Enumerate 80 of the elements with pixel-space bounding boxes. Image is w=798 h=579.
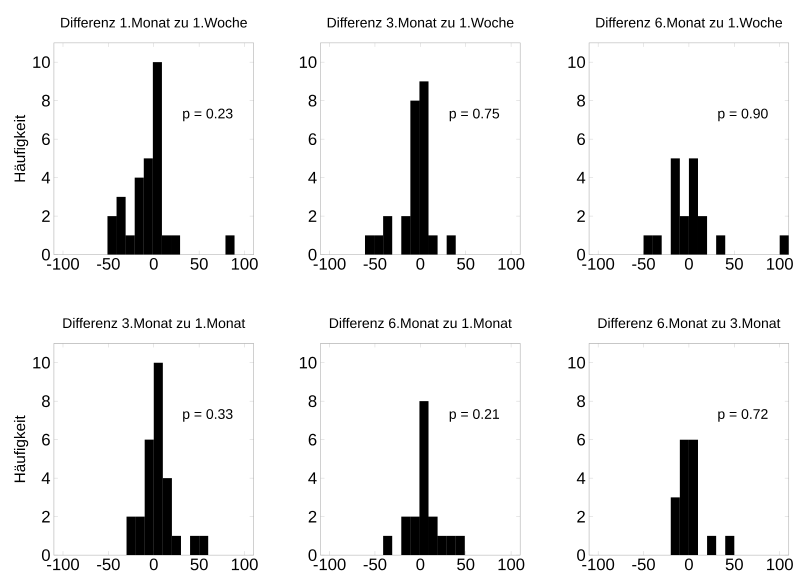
x-tick-label: 100 <box>232 558 258 570</box>
x-tick-label: 0 <box>684 558 693 570</box>
x-tick-label: 100 <box>767 558 793 570</box>
x-tick-label: 50 <box>457 258 474 270</box>
x-tick-label: -50 <box>364 558 386 570</box>
x-tick-label: -50 <box>632 258 655 270</box>
annotation: p = 0.72 <box>718 409 768 422</box>
y-tick-label: 8 <box>308 395 316 408</box>
x-tick-label: -50 <box>632 558 655 570</box>
chart-title: Differenz 6.Monat zu 3.Monat <box>598 318 780 328</box>
y-tick-label: 2 <box>42 510 50 522</box>
y-axis-title: Häufigkeit <box>14 114 28 182</box>
y-tick-label: 4 <box>308 172 317 184</box>
y-tick-label: 4 <box>576 172 586 184</box>
y-tick-label: 2 <box>577 210 585 222</box>
y-tick-label: 6 <box>42 133 50 145</box>
annotation: p = 0.90 <box>718 108 768 122</box>
chart-title: Differenz 1.Monat zu 1.Woche <box>61 17 247 28</box>
y-tick-label: 2 <box>42 210 50 222</box>
y-tick-label: 8 <box>308 94 316 107</box>
y-tick-label: 2 <box>308 210 316 222</box>
x-tick-label: -50 <box>97 558 120 570</box>
annotation: p = 0.33 <box>183 409 233 422</box>
chart-title: Differenz 6.Monat zu 1.Monat <box>330 318 512 328</box>
x-tick-label: -100 <box>47 558 79 570</box>
y-tick-label: 2 <box>577 510 585 522</box>
y-tick-label: 8 <box>577 395 585 408</box>
y-tick-label: 4 <box>42 472 50 484</box>
x-tick-label: 100 <box>498 558 524 570</box>
y-tick-label: 6 <box>577 434 585 446</box>
y-tick-label: 2 <box>308 510 316 522</box>
y-tick-label: 6 <box>577 133 585 145</box>
x-tick-label: 50 <box>726 558 743 570</box>
chart-title: Differenz 3.Monat zu 1.Woche <box>328 17 514 28</box>
y-tick-label: 6 <box>308 434 316 446</box>
annotation: p = 0.21 <box>450 409 500 422</box>
x-tick-label: -100 <box>314 258 346 270</box>
y-tick-label: 10 <box>568 356 586 369</box>
y-tick-label: 10 <box>568 56 586 68</box>
y-tick-label: 10 <box>300 356 316 369</box>
y-tick-label: 0 <box>577 549 586 561</box>
y-tick-label: 10 <box>33 356 50 369</box>
y-tick-label: 6 <box>308 133 316 145</box>
y-tick-label: 10 <box>300 56 316 68</box>
y-tick-label: 0 <box>308 248 316 260</box>
x-tick-label: -100 <box>47 258 79 270</box>
chart-title: Differenz 3.Monat zu 1.Monat <box>63 318 246 328</box>
y-tick-label: 6 <box>42 434 50 446</box>
x-tick-label: -50 <box>364 258 386 270</box>
y-tick-label: 8 <box>577 94 585 107</box>
x-tick-label: -50 <box>97 258 120 270</box>
y-tick-label: 0 <box>577 248 586 260</box>
chart-title: Differenz 6.Monat zu 1.Woche <box>596 17 782 28</box>
x-tick-label: 0 <box>416 258 424 270</box>
x-tick-label: 0 <box>416 558 424 570</box>
y-tick-label: 4 <box>42 172 50 184</box>
x-tick-label: -100 <box>314 558 346 570</box>
x-tick-label: -100 <box>582 258 614 270</box>
y-tick-label: 0 <box>42 549 50 561</box>
y-axis-title: Häufigkeit <box>14 415 28 482</box>
x-tick-label: 0 <box>684 258 693 270</box>
y-tick-label: 4 <box>576 472 586 484</box>
x-tick-label: 0 <box>150 258 158 270</box>
y-tick-label: 8 <box>42 395 50 408</box>
x-tick-label: 0 <box>150 558 158 570</box>
x-tick-label: 50 <box>457 558 474 570</box>
x-tick-label: -100 <box>582 558 614 570</box>
annotation: p = 0.75 <box>450 108 500 122</box>
x-tick-label: 100 <box>767 258 793 270</box>
x-tick-label: 50 <box>190 558 208 570</box>
y-tick-label: 10 <box>33 56 50 68</box>
y-tick-label: 0 <box>42 248 50 260</box>
y-tick-label: 4 <box>308 472 317 484</box>
x-tick-label: 100 <box>498 258 524 270</box>
x-tick-label: 50 <box>726 258 743 270</box>
x-tick-label: 100 <box>232 258 258 270</box>
y-tick-label: 8 <box>42 94 50 107</box>
x-tick-label: 50 <box>190 258 208 270</box>
y-tick-label: 0 <box>308 549 316 561</box>
annotation: p = 0.23 <box>183 108 233 122</box>
